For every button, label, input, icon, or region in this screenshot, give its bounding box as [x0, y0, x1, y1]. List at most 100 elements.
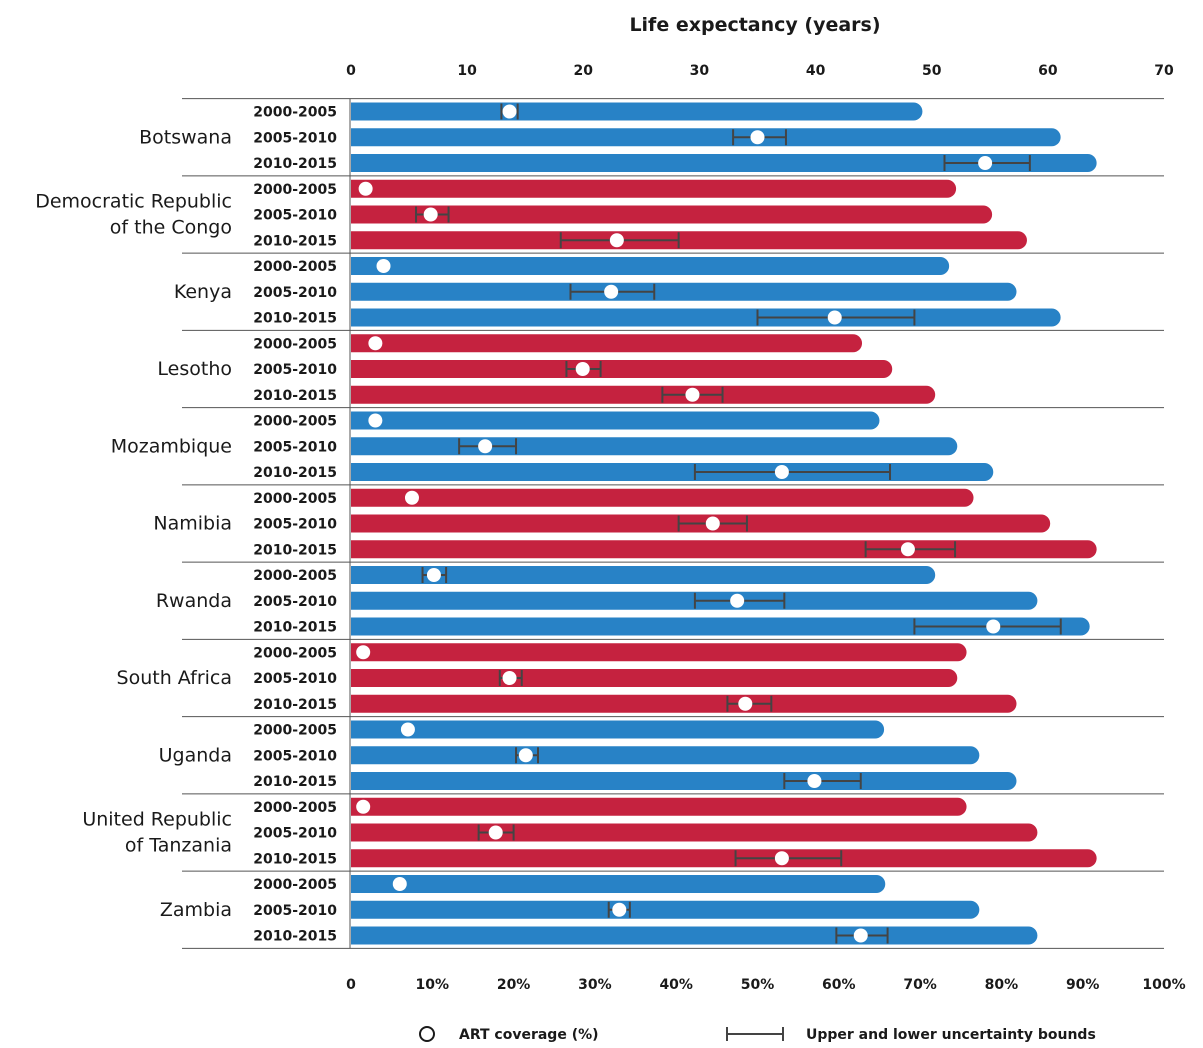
life-expectancy-bar [351, 772, 1017, 790]
life-expectancy-bar [351, 257, 950, 275]
period-labels: 2000-2005 2005-2010 2010-2015 2000-2005 2005… [253, 105, 337, 945]
period-label: 2000-2005 [253, 645, 337, 661]
art-coverage-marker [368, 336, 383, 351]
period-label: 2000-2005 [253, 336, 337, 352]
period-label: 2005-2010 [253, 748, 337, 764]
legend: ART coverage (%) Upper and lower uncerta… [419, 1026, 1096, 1043]
bottom-tick-label: 80% [985, 977, 1019, 993]
country-label: Lesotho [157, 358, 232, 380]
period-label: 2000-2005 [253, 182, 337, 198]
legend-marker-icon [419, 1026, 435, 1042]
art-coverage-marker [426, 568, 441, 582]
life-expectancy-bar [351, 540, 1097, 559]
period-label: 2005-2010 [253, 826, 337, 842]
art-coverage-marker [827, 310, 842, 325]
bottom-tick-label: 20% [497, 977, 531, 993]
bottom-tick-label: 10% [416, 977, 450, 993]
bottom-axis-ticks: 0 10% 20% 30% 40% 50% 60% 70% 80% 90% 100% [346, 977, 1186, 993]
top-tick-label: 40 [806, 63, 826, 79]
life-expectancy-bar [351, 566, 936, 584]
art-coverage-marker [604, 284, 619, 299]
life-expectancy-bar [351, 643, 967, 662]
life-expectancy-bar [351, 437, 958, 456]
life-expectancy-bar [351, 463, 994, 481]
top-tick-label: 50 [922, 63, 942, 79]
life-expectancy-bar [351, 797, 967, 816]
period-label: 2010-2015 [253, 697, 337, 713]
art-coverage-marker [502, 671, 517, 685]
country-label: South Africa [117, 667, 232, 689]
life-expectancy-bar [351, 900, 980, 919]
period-label: 2005-2010 [253, 671, 337, 687]
art-coverage-marker [730, 593, 745, 608]
period-label: 2005-2010 [253, 130, 337, 146]
period-label: 2010-2015 [253, 851, 337, 867]
life-expectancy-bar [351, 179, 957, 198]
art-coverage-marker [900, 542, 915, 557]
period-label: 2010-2015 [253, 620, 337, 636]
life-expectancy-bar [351, 694, 1017, 713]
country-label: Zambia [160, 899, 232, 921]
art-coverage-marker [853, 928, 868, 943]
life-expectancy-bar [351, 334, 863, 353]
period-label: 2005-2010 [253, 517, 337, 533]
top-axis-title: Life expectancy (years) [629, 14, 880, 36]
life-expectancy-bar [351, 231, 1027, 250]
period-label: 2010-2015 [253, 233, 337, 249]
art-coverage-marker [609, 233, 624, 248]
life-expectancy-bar [351, 720, 885, 739]
country-labels: Botswana Democratic Republic of the Congo K… [35, 126, 232, 921]
legend-marker-label: ART coverage (%) [459, 1027, 599, 1043]
country-label: Mozambique [111, 435, 232, 457]
period-label: 2000-2005 [253, 491, 337, 507]
period-label: 2000-2005 [253, 568, 337, 584]
period-label: 2005-2010 [253, 439, 337, 455]
art-coverage-marker [807, 774, 822, 788]
art-coverage-marker [368, 413, 383, 428]
art-coverage-marker [358, 181, 373, 196]
period-label: 2010-2015 [253, 156, 337, 172]
art-coverage-marker [518, 748, 533, 763]
period-label: 2000-2005 [253, 259, 337, 275]
country-label: Namibia [153, 513, 232, 535]
life-expectancy-bar [351, 669, 958, 687]
art-coverage-marker [738, 696, 753, 711]
art-coverage-marker [685, 387, 700, 402]
art-coverage-marker [986, 619, 1001, 634]
bottom-tick-label: 60% [822, 977, 856, 993]
bars-group [351, 102, 1097, 945]
life-expectancy-bar [351, 488, 974, 507]
art-coverage-marker [575, 362, 590, 376]
life-expectancy-bar [351, 360, 893, 378]
top-tick-label: 10 [457, 63, 477, 79]
bottom-tick-label: 40% [659, 977, 693, 993]
period-label: 2005-2010 [253, 594, 337, 610]
period-label: 2005-2010 [253, 903, 337, 919]
legend-bounds-label: Upper and lower uncertainty bounds [806, 1027, 1096, 1043]
life-expectancy-bar [351, 849, 1097, 868]
art-coverage-marker [404, 490, 419, 505]
life-expectancy-bar [351, 926, 1038, 945]
life-expectancy-bar [351, 282, 1017, 301]
period-label: 2000-2005 [253, 800, 337, 816]
life-expectancy-bar [351, 205, 993, 224]
top-tick-label: 60 [1038, 63, 1058, 79]
art-coverage-marker [502, 104, 517, 119]
top-tick-label: 70 [1154, 63, 1174, 79]
art-coverage-marker [774, 851, 789, 866]
life-expectancy-bar [351, 385, 936, 404]
art-coverage-marker [478, 439, 493, 454]
art-coverage-marker [392, 877, 407, 891]
period-label: 2010-2015 [253, 542, 337, 558]
life-expectancy-bar [351, 746, 980, 765]
period-label: 2000-2005 [253, 877, 337, 893]
country-label: Botswana [139, 126, 232, 148]
period-label: 2010-2015 [253, 388, 337, 404]
art-coverage-marker [612, 902, 627, 917]
art-coverage-marker [423, 207, 438, 222]
country-label: Uganda [159, 744, 232, 766]
art-coverage-marker [705, 516, 720, 531]
art-coverage-marker [356, 645, 371, 660]
legend-bounds-icon [726, 1027, 784, 1041]
